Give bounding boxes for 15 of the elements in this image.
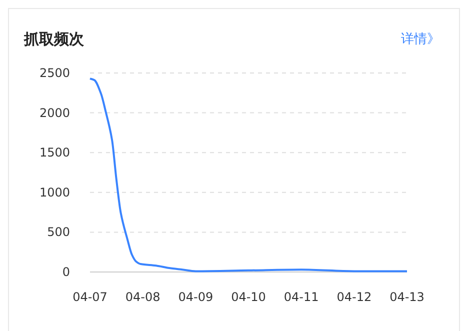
x-tick-label: 04-07 — [72, 290, 108, 304]
y-tick-label: 1000 — [39, 185, 70, 200]
text: 详情》 — [401, 32, 440, 47]
y-tick-label: 2500 — [39, 66, 70, 80]
y-tick-label: 1500 — [39, 146, 70, 160]
x-tick-label: 04-13 — [390, 290, 424, 304]
x-tick-label: 04-11 — [284, 290, 319, 304]
chart-title: 抓取频次 — [23, 30, 85, 48]
y-tick-label: 0 — [62, 265, 70, 279]
x-tick-label: 04-10 — [231, 290, 266, 304]
x-tick-label: 04-12 — [336, 290, 372, 304]
x-tick-label: 04-08 — [125, 290, 160, 304]
x-tick-label: 04-09 — [178, 290, 214, 304]
y-tick-label: 2000 — [39, 106, 70, 120]
y-tick-label: 500 — [47, 225, 70, 240]
